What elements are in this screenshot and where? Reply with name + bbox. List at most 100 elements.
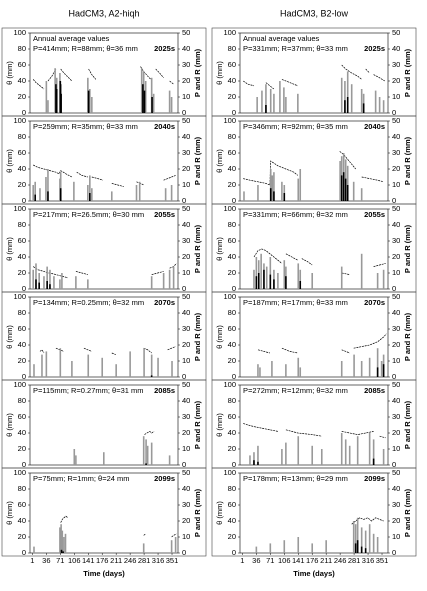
y2-tick-label: 20 <box>182 428 190 437</box>
bar <box>129 351 131 377</box>
plot-area <box>29 472 179 554</box>
y2-axis-label: P and R (mm) <box>193 312 202 361</box>
bar <box>45 81 48 113</box>
bar <box>34 181 36 201</box>
theta-line <box>144 430 155 435</box>
y2-tick-label: 10 <box>182 92 190 101</box>
bar <box>151 97 153 113</box>
x-tick-label: 141 <box>292 556 305 565</box>
y2-tick-label: 30 <box>392 236 400 245</box>
y2-tick-label: 20 <box>182 252 190 261</box>
bar <box>360 361 363 377</box>
bar <box>382 364 385 377</box>
plot-area <box>29 296 179 378</box>
bar <box>91 97 93 113</box>
bar <box>32 185 34 201</box>
y-tick-label: 80 <box>228 132 236 141</box>
theta-line <box>32 66 174 90</box>
y2-tick-label: 40 <box>392 308 400 317</box>
y2-tick-label: 30 <box>392 412 400 421</box>
bar <box>47 191 49 201</box>
bar <box>297 436 300 465</box>
bar <box>43 276 45 289</box>
bar <box>271 361 273 377</box>
bar <box>263 269 265 289</box>
y2-tick-label: 50 <box>182 468 190 477</box>
y2-tick-label: 20 <box>392 164 400 173</box>
bar <box>146 445 149 465</box>
bar <box>171 361 173 377</box>
bar <box>145 439 147 465</box>
annotation: P=414mm; R=88mm; θ=36 mm <box>33 44 138 53</box>
plot-area <box>29 32 179 114</box>
bar <box>297 357 300 377</box>
bar <box>33 364 35 377</box>
bar <box>259 367 261 377</box>
y-tick-label: 0 <box>232 460 236 469</box>
annotation: P=272mm; R=12mm; θ=32 mm <box>243 386 348 395</box>
bar <box>372 533 375 553</box>
bar <box>360 527 363 553</box>
y2-axis-label: P and R (mm) <box>193 48 202 97</box>
bar <box>61 273 63 289</box>
y2-tick-label: 50 <box>392 28 400 37</box>
bar <box>382 449 385 465</box>
y-tick-label: 80 <box>18 44 26 53</box>
bar <box>46 266 48 289</box>
y2-tick-label: 50 <box>392 204 400 213</box>
bar <box>45 351 48 377</box>
annotation: P=331mm; R=37mm; θ=33 mm <box>243 44 348 53</box>
bar <box>376 367 379 377</box>
bar <box>354 524 357 553</box>
bar <box>143 348 145 377</box>
bar <box>265 105 267 113</box>
y-tick-label: 100 <box>13 28 26 37</box>
y2-axis-label: P and R (mm) <box>403 312 412 361</box>
y-tick-label: 0 <box>232 372 236 381</box>
bar <box>152 93 155 113</box>
y2-tick-label: 50 <box>182 292 190 301</box>
period: 2025s <box>364 44 385 53</box>
bar <box>257 445 259 465</box>
bar <box>283 540 286 553</box>
plot-area <box>29 120 179 202</box>
bar <box>49 284 51 289</box>
y2-tick-label: 40 <box>392 44 400 53</box>
y2-tick-label: 30 <box>392 324 400 333</box>
y2-tick-label: 40 <box>392 220 400 229</box>
x-tick-label: 281 <box>138 556 151 565</box>
bar <box>368 524 371 553</box>
y-tick-label: 20 <box>228 532 236 541</box>
bar <box>344 100 346 113</box>
theta-line <box>257 333 387 354</box>
y2-tick-label: 40 <box>392 132 400 141</box>
bar <box>311 445 314 465</box>
y-tick-label: 100 <box>13 204 26 213</box>
bar <box>346 185 349 201</box>
bar <box>376 537 379 553</box>
bar <box>346 97 349 113</box>
bar <box>143 90 146 113</box>
bar <box>164 188 167 201</box>
bar <box>41 354 43 377</box>
y2-tick-label: 0 <box>182 372 186 381</box>
bar <box>273 172 275 201</box>
y2-axis-label: P and R (mm) <box>193 224 202 273</box>
y-tick-label: 100 <box>223 292 236 301</box>
annotation: P=217mm; R=26.5mm; θ=30 mm <box>33 210 144 219</box>
bar <box>170 185 173 201</box>
y2-axis-label: P and R (mm) <box>403 488 412 537</box>
bar <box>89 89 91 113</box>
y2-tick-label: 40 <box>392 484 400 493</box>
y-tick-label: 100 <box>223 468 236 477</box>
bar <box>285 364 287 377</box>
bar <box>285 442 287 465</box>
bar <box>150 276 153 289</box>
bar <box>281 181 283 201</box>
bar <box>47 100 49 113</box>
y-tick-label: 40 <box>18 76 26 85</box>
panel-frame <box>211 467 417 557</box>
bar <box>256 97 258 113</box>
bar <box>320 449 323 465</box>
y2-tick-label: 30 <box>182 500 190 509</box>
